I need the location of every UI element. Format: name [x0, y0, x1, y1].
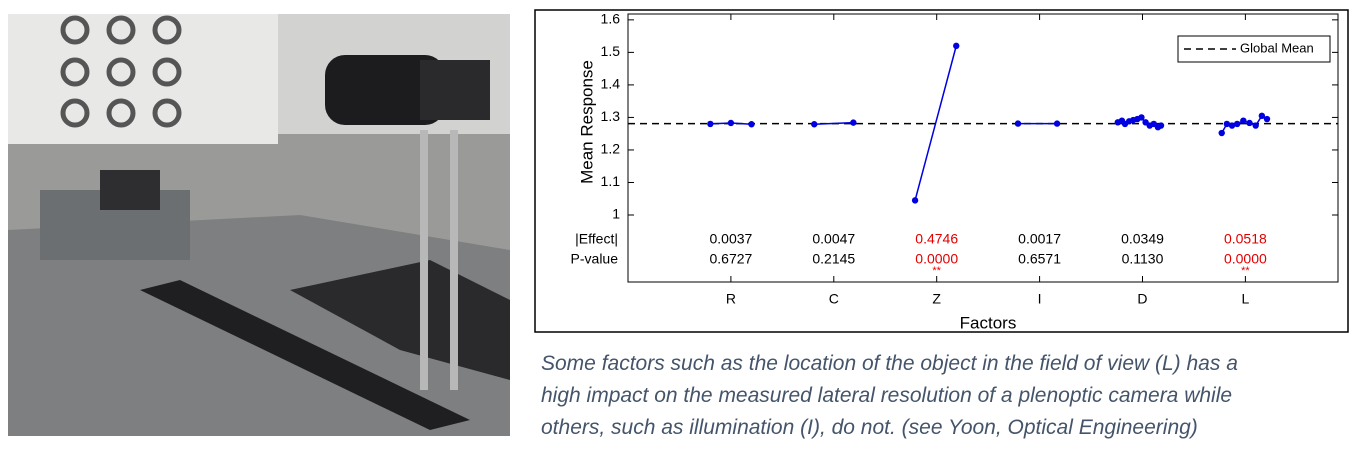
data-point	[1258, 112, 1266, 120]
effect-value: 0.0047	[812, 231, 855, 247]
wall-poster	[8, 14, 278, 144]
data-point	[1138, 114, 1145, 121]
mount	[100, 170, 160, 210]
data-point	[1233, 120, 1241, 128]
camera-screen	[420, 60, 490, 120]
y-tick-label: 1	[612, 206, 620, 222]
p-value: 0.6727	[709, 251, 752, 267]
y-tick-label: 1.2	[601, 141, 621, 157]
y-axis-label: Mean Response	[577, 60, 596, 184]
caption-line: Some factors such as the location of the…	[541, 352, 1238, 375]
data-point	[1240, 117, 1247, 124]
data-point	[707, 120, 714, 128]
x-tick-label: Z	[932, 291, 941, 307]
x-tick-label: C	[829, 291, 839, 307]
y-tick-label: 1.5	[601, 43, 621, 59]
data-point	[953, 42, 960, 50]
data-point	[850, 119, 857, 126]
x-tick-label: D	[1137, 291, 1147, 307]
y-tick-label: 1.3	[601, 108, 621, 124]
rail	[140, 280, 470, 430]
significance-mark: **	[932, 265, 941, 277]
data-point	[1263, 115, 1271, 123]
data-point	[1218, 129, 1225, 137]
data-point	[1053, 120, 1061, 127]
legend-box	[1177, 35, 1331, 63]
row-label: P-value	[571, 251, 619, 267]
post	[450, 130, 458, 390]
x-axis-label: Factors	[960, 313, 1017, 332]
data-point	[1223, 120, 1231, 128]
effect-value: 0.4746	[915, 231, 958, 247]
p-value: 0.0000	[1224, 251, 1267, 267]
data-point	[1228, 122, 1236, 129]
data-point	[1014, 120, 1022, 127]
targets	[60, 15, 182, 128]
significance-mark: **	[1241, 265, 1250, 277]
x-tick-label: L	[1241, 291, 1249, 307]
p-value: 0.6571	[1018, 251, 1061, 267]
data-point	[911, 197, 919, 204]
data-point	[1252, 122, 1259, 129]
data-point	[1246, 119, 1253, 127]
y-tick-label: 1.6	[601, 11, 621, 27]
y-tick-label: 1.4	[601, 76, 621, 92]
series-line	[814, 121, 854, 126]
data-point	[1157, 122, 1165, 129]
photo	[8, 14, 510, 436]
p-value: 0.0000	[915, 251, 958, 267]
camera	[325, 55, 445, 125]
chart-frame	[534, 9, 1349, 333]
data-point	[727, 119, 735, 127]
legend-label: Global Mean	[1240, 40, 1314, 55]
p-value: 0.2145	[812, 251, 855, 267]
post	[420, 130, 428, 390]
data-point	[748, 121, 755, 128]
effect-value: 0.0017	[1018, 231, 1061, 247]
row-label: |Effect|	[575, 231, 618, 247]
y-tick-label: 1.1	[601, 173, 621, 189]
effect-value: 0.0518	[1224, 231, 1267, 247]
x-tick-label: R	[726, 291, 736, 307]
caption-line: others, such as illumination (I), do not…	[541, 416, 1198, 439]
caption-line: high impact on the measured lateral reso…	[541, 384, 1232, 407]
effect-value: 0.0349	[1121, 231, 1164, 247]
effect-value: 0.0037	[709, 231, 752, 247]
series-line	[914, 45, 957, 201]
data-point	[811, 121, 818, 128]
axes-box	[627, 13, 1339, 283]
p-value: 0.1130	[1122, 251, 1164, 267]
x-tick-label: I	[1038, 291, 1042, 307]
